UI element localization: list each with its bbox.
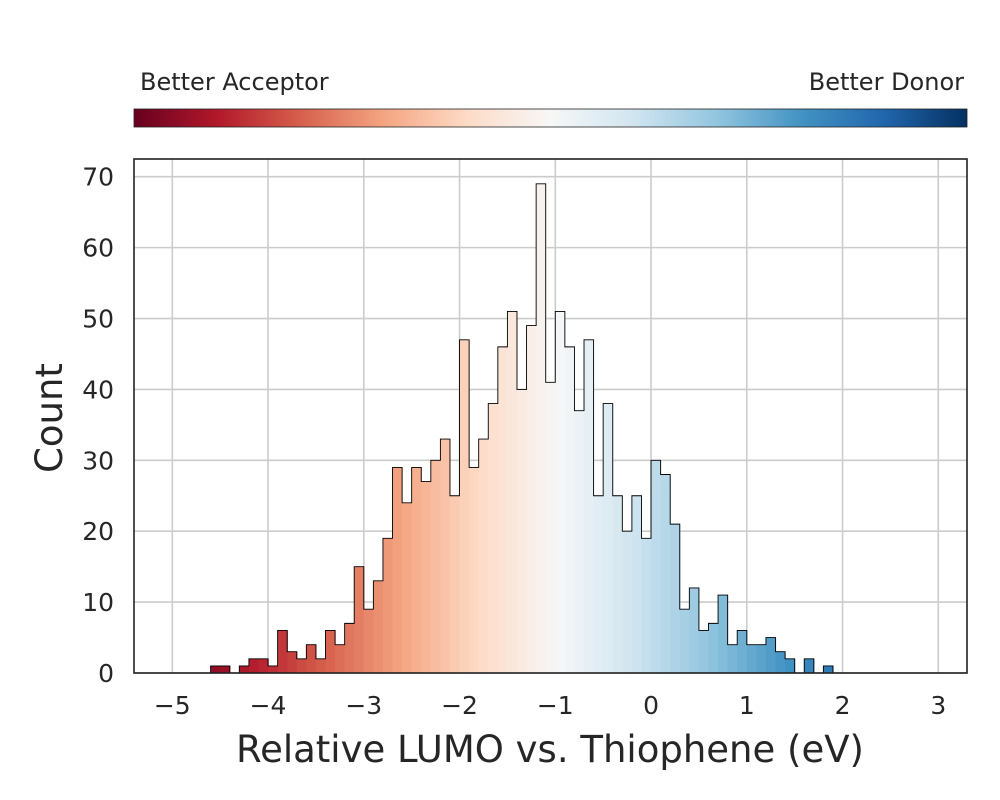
histogram-bar xyxy=(785,658,796,673)
histogram-bar xyxy=(354,566,365,673)
histogram-bar xyxy=(555,311,566,673)
histogram-bar xyxy=(449,495,461,673)
bars xyxy=(210,183,834,674)
histogram-bar xyxy=(603,403,614,673)
histogram-bar xyxy=(306,644,317,673)
histogram-bar xyxy=(430,460,441,673)
y-tick-labels: 0 10 20 30 40 50 60 70 xyxy=(82,163,114,688)
x-tick-label: 0 xyxy=(643,691,659,720)
x-tick-label: 3 xyxy=(930,691,946,720)
histogram-bar xyxy=(651,460,662,673)
x-tick-label: −5 xyxy=(154,691,191,720)
histogram-bar xyxy=(287,651,298,673)
colorbar-right-label: Better Donor xyxy=(808,68,964,96)
colorbar-left-label: Better Acceptor xyxy=(140,68,329,96)
x-tick-label: −4 xyxy=(250,691,287,720)
histogram-bar xyxy=(631,495,643,673)
histogram-bar xyxy=(497,346,509,673)
x-tick-labels: −5 −4 −3 −2 −1 0 1 2 3 xyxy=(154,691,946,720)
histogram-bar xyxy=(689,587,700,673)
histogram-bar xyxy=(421,481,432,673)
histogram-bar xyxy=(660,474,671,673)
x-tick-label: 2 xyxy=(835,691,851,720)
plot-frame xyxy=(133,158,968,674)
histogram-bar xyxy=(765,637,777,673)
y-tick-label: 30 xyxy=(82,446,114,475)
histogram-bar xyxy=(516,389,528,673)
histogram-bar xyxy=(210,665,221,673)
histogram-bar xyxy=(315,658,327,673)
histogram-bar xyxy=(469,467,480,673)
histogram-bar xyxy=(325,630,336,673)
histogram-bar xyxy=(277,630,288,673)
histogram-bar xyxy=(737,630,748,673)
histogram-bar xyxy=(382,538,394,673)
histogram-bar xyxy=(679,609,690,673)
histogram-bar xyxy=(220,665,231,673)
histogram-bar xyxy=(392,467,403,673)
histogram-bar xyxy=(488,403,499,673)
histogram-bar xyxy=(670,524,681,673)
histogram-bar xyxy=(402,502,413,673)
histogram-bar xyxy=(536,183,547,674)
histogram-bar xyxy=(268,665,279,673)
histogram-bar xyxy=(507,311,518,673)
histogram-bar xyxy=(698,630,710,673)
histogram-bar xyxy=(239,665,250,673)
y-tick-label: 70 xyxy=(82,163,114,192)
histogram-bar xyxy=(708,623,719,673)
x-tick-label: −1 xyxy=(537,691,574,720)
histogram-bar xyxy=(344,623,355,673)
histogram-bar xyxy=(248,658,260,673)
histogram-bar xyxy=(335,644,346,673)
x-tick-label: 1 xyxy=(739,691,755,720)
histogram-bar xyxy=(641,538,652,673)
histogram-bar xyxy=(373,580,384,673)
x-tick-label: −2 xyxy=(441,691,478,720)
y-axis-label: Count xyxy=(28,363,71,473)
histogram-bar xyxy=(440,439,451,673)
histogram-bar xyxy=(775,651,786,673)
histogram-bar xyxy=(258,658,269,673)
histogram-bar xyxy=(593,495,604,673)
histogram-outline xyxy=(210,183,834,674)
histogram-bar xyxy=(459,339,470,673)
y-tick-label: 50 xyxy=(82,305,114,334)
y-tick-label: 20 xyxy=(82,517,114,546)
colorbar xyxy=(133,108,968,128)
histogram-bar xyxy=(727,644,738,673)
y-tick-label: 40 xyxy=(82,375,114,404)
histogram-bar xyxy=(756,644,767,673)
histogram-bar xyxy=(478,439,489,673)
histogram-bar xyxy=(746,644,757,673)
histogram-bar xyxy=(718,595,729,673)
histogram-bar xyxy=(411,467,422,673)
histogram-bar xyxy=(823,665,834,673)
histogram-bar xyxy=(363,609,374,673)
histogram-bar xyxy=(545,382,556,673)
x-tick-label: −3 xyxy=(345,691,382,720)
histogram-bar xyxy=(574,410,585,673)
histogram-bar xyxy=(296,658,307,673)
y-tick-label: 60 xyxy=(82,234,114,263)
histogram-bar xyxy=(622,531,633,673)
x-axis-label: Relative LUMO vs. Thiophene (eV) xyxy=(236,728,864,771)
y-tick-label: 0 xyxy=(98,659,114,688)
histogram-bar xyxy=(564,346,576,673)
histogram-bar xyxy=(612,495,623,673)
histogram-bar xyxy=(526,325,537,673)
y-tick-label: 10 xyxy=(82,588,114,617)
histogram-bar xyxy=(584,339,595,673)
histogram-bar xyxy=(804,658,815,673)
